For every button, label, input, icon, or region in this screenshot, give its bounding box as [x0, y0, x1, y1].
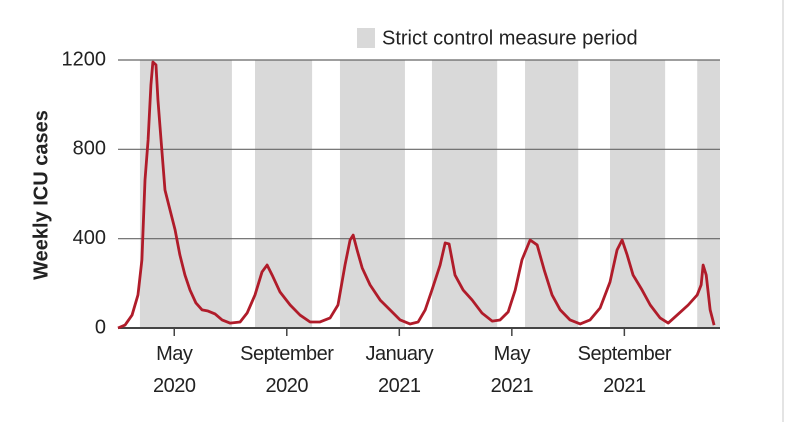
y-tick-label: 400 — [73, 227, 106, 249]
x-tick-label: January 2021 — [365, 343, 434, 397]
y-tick-label: 0 — [95, 316, 106, 338]
shaded-period — [254, 60, 313, 328]
legend-swatch — [357, 28, 375, 48]
x-tick-label: May 2021 — [490, 343, 534, 397]
shaded-period — [431, 60, 498, 328]
x-tick-label: May 2020 — [153, 343, 196, 397]
shaded-period — [610, 60, 666, 328]
y-axis-label: Weekly ICU cases — [30, 110, 52, 280]
shaded-period — [697, 60, 720, 328]
shaded-period — [525, 60, 579, 328]
x-tick-label: September 2021 — [577, 343, 672, 397]
y-tick-label: 1200 — [62, 48, 107, 70]
shaded-period — [339, 60, 405, 328]
x-tick-label: September 2020 — [240, 343, 334, 397]
shaded-period — [139, 60, 232, 328]
legend-label: Strict control measure period — [382, 27, 638, 49]
data-line — [117, 60, 716, 330]
y-tick-label: 800 — [73, 138, 106, 160]
